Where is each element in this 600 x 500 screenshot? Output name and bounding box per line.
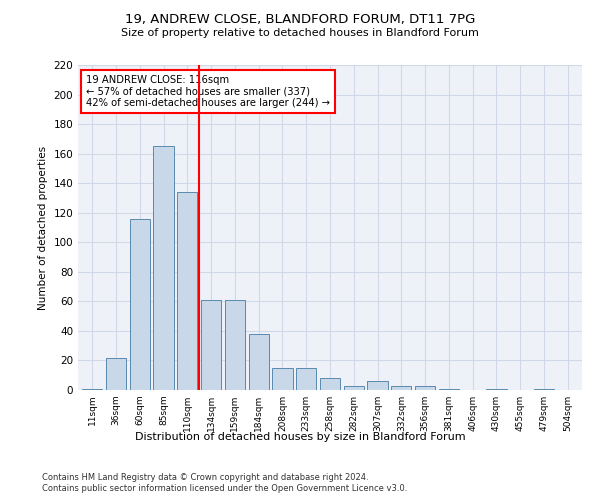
Text: Contains public sector information licensed under the Open Government Licence v3: Contains public sector information licen…: [42, 484, 407, 493]
Bar: [201, 300, 221, 390]
Bar: [534, 388, 554, 390]
Bar: [296, 368, 316, 390]
Text: Contains HM Land Registry data © Crown copyright and database right 2024.: Contains HM Land Registry data © Crown c…: [42, 472, 368, 482]
Text: Size of property relative to detached houses in Blandford Forum: Size of property relative to detached ho…: [121, 28, 479, 38]
Bar: [154, 146, 173, 390]
Bar: [248, 334, 269, 390]
Text: Distribution of detached houses by size in Blandford Forum: Distribution of detached houses by size …: [134, 432, 466, 442]
Bar: [272, 368, 293, 390]
Bar: [391, 386, 412, 390]
Bar: [439, 388, 459, 390]
Bar: [130, 218, 150, 390]
Bar: [344, 386, 364, 390]
Bar: [106, 358, 126, 390]
Text: 19 ANDREW CLOSE: 116sqm
← 57% of detached houses are smaller (337)
42% of semi-d: 19 ANDREW CLOSE: 116sqm ← 57% of detache…: [86, 74, 329, 108]
Bar: [415, 386, 435, 390]
Bar: [225, 300, 245, 390]
Bar: [177, 192, 197, 390]
Bar: [487, 388, 506, 390]
Bar: [367, 381, 388, 390]
Text: 19, ANDREW CLOSE, BLANDFORD FORUM, DT11 7PG: 19, ANDREW CLOSE, BLANDFORD FORUM, DT11 …: [125, 12, 475, 26]
Bar: [82, 388, 103, 390]
Y-axis label: Number of detached properties: Number of detached properties: [38, 146, 48, 310]
Bar: [320, 378, 340, 390]
